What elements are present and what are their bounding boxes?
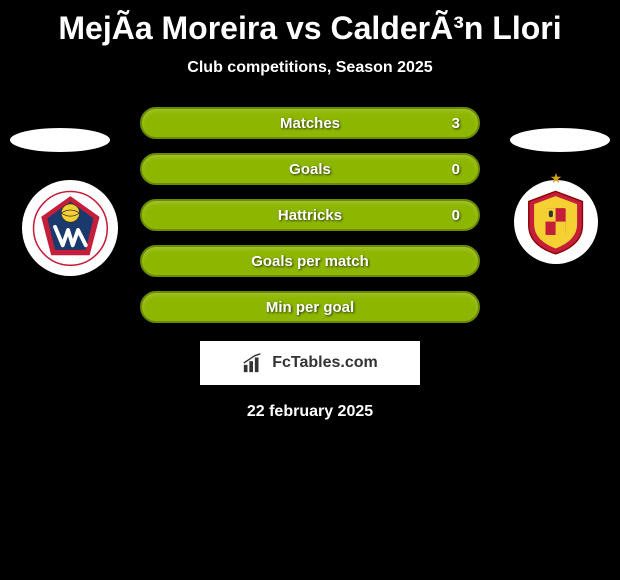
stat-pill-goals-per-match: Goals per match [140, 245, 480, 277]
comparison-date: 22 february 2025 [0, 403, 620, 421]
stat-value: 0 [452, 207, 460, 224]
stat-pill-min-per-goal: Min per goal [140, 291, 480, 323]
stat-label: Matches [280, 115, 340, 132]
stat-row: Hattricks 0 [0, 199, 620, 231]
stat-row: Goals per match [0, 245, 620, 277]
stat-row: Min per goal [0, 291, 620, 323]
comparison-subtitle: Club competitions, Season 2025 [0, 59, 620, 77]
stat-label: Min per goal [266, 299, 354, 316]
chart-bars-icon [242, 352, 264, 374]
stat-value: 3 [452, 115, 460, 132]
branding-box: FcTables.com [200, 341, 420, 385]
stat-label: Hattricks [278, 207, 342, 224]
stat-label: Goals per match [251, 253, 369, 270]
stat-row: Matches 3 [0, 107, 620, 139]
stat-row: Goals 0 [0, 153, 620, 185]
branding-text: FcTables.com [272, 354, 378, 372]
stats-container: Matches 3 Goals 0 Hattricks 0 Goals per … [0, 107, 620, 323]
stat-pill-hattricks: Hattricks 0 [140, 199, 480, 231]
stat-label: Goals [289, 161, 331, 178]
stat-value: 0 [452, 161, 460, 178]
stat-pill-goals: Goals 0 [140, 153, 480, 185]
stat-pill-matches: Matches 3 [140, 107, 480, 139]
comparison-title: MejÃ­a Moreira vs CalderÃ³n Llori [0, 0, 620, 47]
